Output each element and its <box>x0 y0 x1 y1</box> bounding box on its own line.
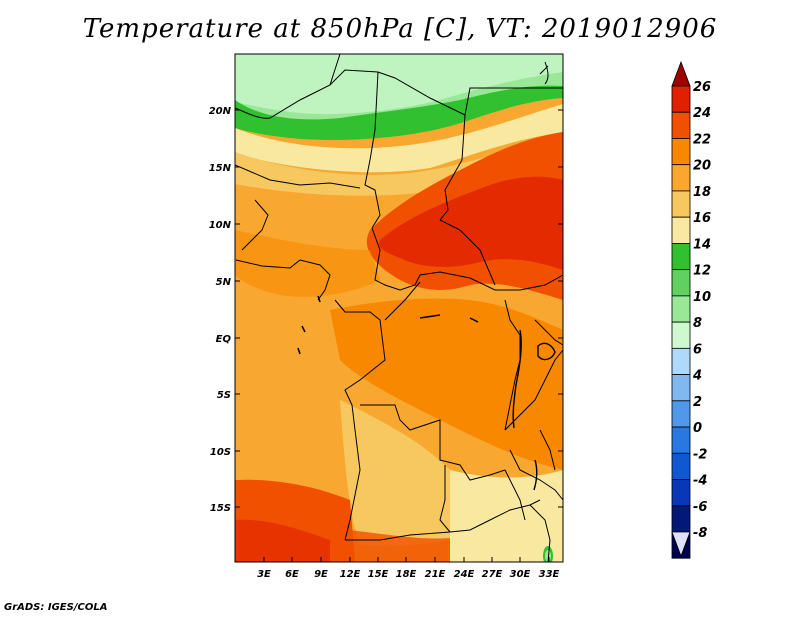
lon-labels: 3E 6E 9E 12E 15E 18E 21E 24E 27E 30E 33E <box>257 569 559 580</box>
colorbar-swatch <box>671 295 691 323</box>
chart-title: Temperature at 850hPa [C], VT: 201901290… <box>82 14 718 44</box>
colorbar-swatch <box>671 374 691 402</box>
colorbar-label: 12 <box>693 264 711 279</box>
lat-axis <box>235 109 563 508</box>
colorbar-swatch <box>671 479 691 507</box>
colorbar-swatch <box>671 452 691 480</box>
lon-label: 33E <box>539 569 560 580</box>
lon-label: 21E <box>425 569 446 580</box>
colorbar-swatch <box>671 505 691 533</box>
colorbar-swatch <box>671 164 691 192</box>
colorbar-label: 10 <box>693 290 711 305</box>
lon-label: 27E <box>482 569 503 580</box>
colorbar-label: 18 <box>693 185 711 200</box>
lon-label: 18E <box>396 569 417 580</box>
lat-label: 15S <box>210 503 231 514</box>
lat-label: 10N <box>209 220 232 231</box>
colorbar-swatch <box>671 269 691 297</box>
lat-label: 15N <box>209 163 232 174</box>
colorbar-swatch <box>671 321 691 349</box>
colorbar-swatch <box>671 243 691 271</box>
colorbar-swatch <box>671 85 691 113</box>
colorbar-label: -4 <box>693 474 707 489</box>
colorbar-swatch <box>671 531 691 558</box>
colorbar-swatch <box>671 347 691 375</box>
colorbar-label: 26 <box>693 80 711 95</box>
colorbar-label: 2 <box>693 395 702 410</box>
colorbar <box>671 60 691 559</box>
lat-label: 5S <box>217 390 231 401</box>
colorbar-label: -6 <box>693 500 707 515</box>
lon-label: 3E <box>257 569 271 580</box>
colorbar-label: 14 <box>693 237 711 252</box>
lat-label: 10S <box>210 447 231 458</box>
colorbar-label: 20 <box>693 159 711 174</box>
lon-label: 24E <box>454 569 475 580</box>
colorbar-swatch <box>671 111 691 139</box>
lon-axis <box>263 557 550 562</box>
colorbar-swatch <box>671 400 691 428</box>
map-frame <box>234 53 564 563</box>
colorbar-label: 6 <box>693 342 702 357</box>
colorbar-label: 16 <box>693 211 711 226</box>
lon-label: 15E <box>368 569 389 580</box>
lon-label: 9E <box>314 569 328 580</box>
lon-label: 12E <box>340 569 361 580</box>
colorbar-label: 24 <box>693 106 711 121</box>
temperature-field <box>235 54 563 562</box>
lat-label: 20N <box>209 106 232 117</box>
lat-label: 5N <box>216 277 232 288</box>
colorbar-label: 22 <box>693 132 711 147</box>
lat-label: EQ <box>216 334 232 345</box>
colorbar-label: -2 <box>693 447 707 462</box>
country-borders <box>235 54 563 562</box>
colorbar-label: 8 <box>693 316 702 331</box>
colorbar-swatch <box>671 426 691 454</box>
lat-labels: 20N 15N 10N 5N EQ 5S 10S 15S <box>209 106 232 514</box>
colorbar-swatch <box>671 60 691 87</box>
colorbar-swatch <box>671 138 691 166</box>
lon-label: 6E <box>285 569 299 580</box>
footer-credit: GrADS: IGES/COLA <box>4 602 108 613</box>
lon-label: 30E <box>510 569 531 580</box>
colorbar-label: 0 <box>693 421 702 436</box>
colorbar-swatch <box>671 190 691 218</box>
colorbar-label: -8 <box>693 526 707 541</box>
colorbar-swatch <box>671 216 691 244</box>
colorbar-label: 4 <box>692 369 702 384</box>
